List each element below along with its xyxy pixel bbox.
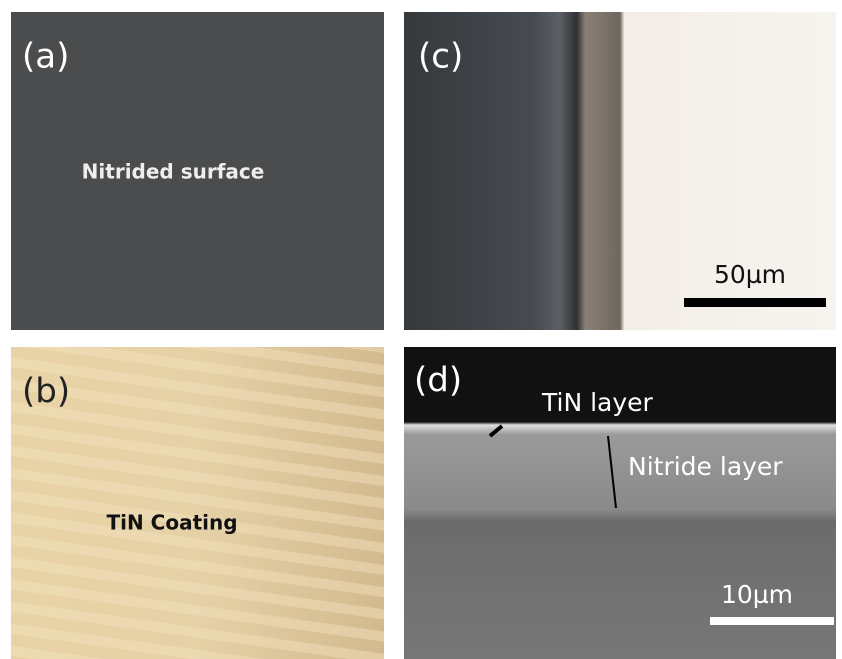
caption: TiN Coating [106,511,237,535]
caption: Nitrided surface [82,160,265,184]
annotation: TiN layer [541,388,654,417]
panel-label: (a) [22,37,69,77]
panel-label: (c) [418,37,463,77]
scale-bar-label: 10µm [721,580,793,609]
figure: (a) Nitrided surface (b) TiN Coating (c)… [0,0,842,659]
panel-label: (b) [22,372,70,412]
scale-bar [684,298,826,307]
annotation: Nitride layer [628,452,783,481]
scale-bar [710,617,834,625]
page: {"panels": [ {"label": "(a)", "caption":… [0,0,842,659]
panel-label: (d) [414,361,462,401]
scale-bar-label: 50µm [714,260,786,289]
